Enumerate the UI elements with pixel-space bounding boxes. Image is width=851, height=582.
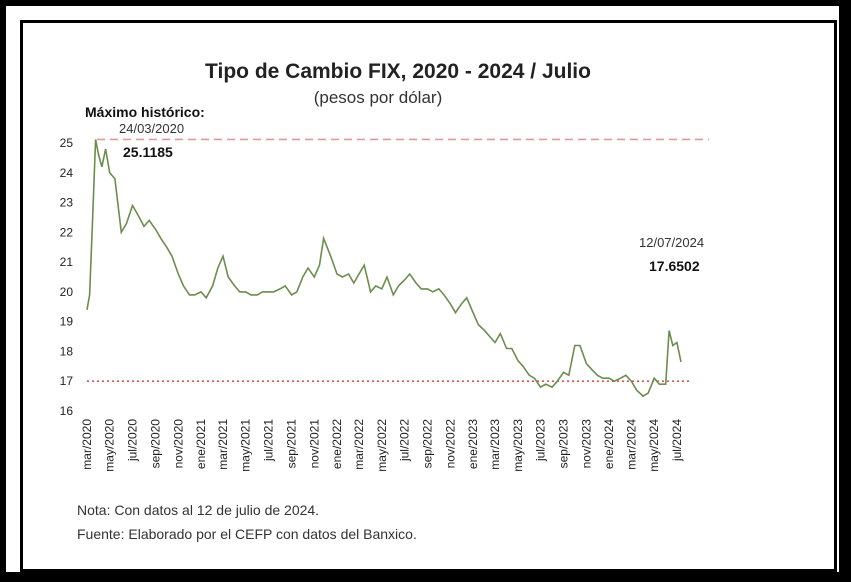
y-axis-ticks: 16 17 18 19 20 21 22 23 24 25 (60, 136, 74, 418)
x-tick-label: sep/2020 (149, 419, 163, 469)
x-tick-label: mar/2020 (80, 419, 94, 470)
x-tick-label: may/2020 (103, 419, 117, 472)
x-tick-label: may/2021 (239, 419, 253, 472)
x-tick-label: sep/2023 (557, 419, 571, 469)
x-tick-label: sep/2022 (421, 419, 435, 469)
x-tick-label: ene/2021 (194, 419, 208, 469)
x-tick-label: ene/2023 (466, 419, 480, 469)
x-tick-label: ene/2022 (330, 419, 344, 469)
x-tick-label: nov/2020 (171, 419, 185, 469)
y-tick-label: 17 (60, 374, 74, 388)
last-value: 17.6502 (649, 258, 700, 274)
x-axis-ticks: mar/2020 may/2020 jul/2020 sep/2020 nov/2020… (80, 419, 684, 472)
y-tick-label: 25 (60, 136, 74, 150)
chart-frame: Tipo de Cambio FIX, 2020 - 2024 / Julio … (20, 20, 837, 572)
x-tick-label: may/2023 (511, 419, 525, 472)
outer-frame: Tipo de Cambio FIX, 2020 - 2024 / Julio … (6, 6, 839, 572)
x-tick-label: nov/2022 (443, 419, 457, 469)
x-tick-label: ene/2024 (602, 419, 616, 469)
x-tick-label: mar/2024 (624, 419, 638, 470)
max-date: 24/03/2020 (119, 121, 184, 136)
x-tick-label: jul/2024 (670, 419, 684, 462)
source-text: Fuente: Elaborado por el CEFP con datos … (77, 526, 417, 542)
series-line (86, 139, 682, 398)
x-tick-label: jul/2020 (125, 419, 139, 462)
y-tick-label: 20 (60, 285, 74, 299)
x-tick-label: nov/2023 (579, 419, 593, 469)
y-tick-label: 18 (60, 344, 74, 358)
x-tick-label: may/2022 (375, 419, 389, 472)
x-tick-label: mar/2023 (488, 419, 502, 470)
x-tick-label: jul/2023 (534, 419, 548, 462)
y-tick-label: 19 (60, 315, 74, 329)
note-text: Nota: Con datos al 12 de julio de 2024. (77, 502, 319, 518)
x-tick-label: nov/2021 (307, 419, 321, 469)
y-tick-label: 22 (60, 225, 74, 239)
x-tick-label: mar/2021 (216, 419, 230, 470)
x-tick-label: mar/2022 (352, 419, 366, 470)
y-tick-label: 24 (60, 166, 74, 180)
y-tick-label: 23 (60, 196, 74, 210)
y-tick-label: 21 (60, 255, 74, 269)
x-tick-label: jul/2021 (261, 419, 275, 462)
x-tick-label: jul/2022 (397, 419, 411, 462)
x-tick-label: sep/2021 (285, 419, 299, 469)
max-value: 25.1185 (123, 144, 173, 160)
max-label: Máximo histórico: (85, 104, 205, 120)
exchange-rate-chart: Tipo de Cambio FIX, 2020 - 2024 / Julio … (60, 60, 709, 542)
chart-subtitle: (pesos por dólar) (314, 88, 443, 107)
last-date: 12/07/2024 (639, 235, 704, 250)
chart-title: Tipo de Cambio FIX, 2020 - 2024 / Julio (205, 60, 591, 83)
y-tick-label: 16 (60, 404, 74, 418)
x-tick-label: may/2024 (647, 419, 661, 472)
